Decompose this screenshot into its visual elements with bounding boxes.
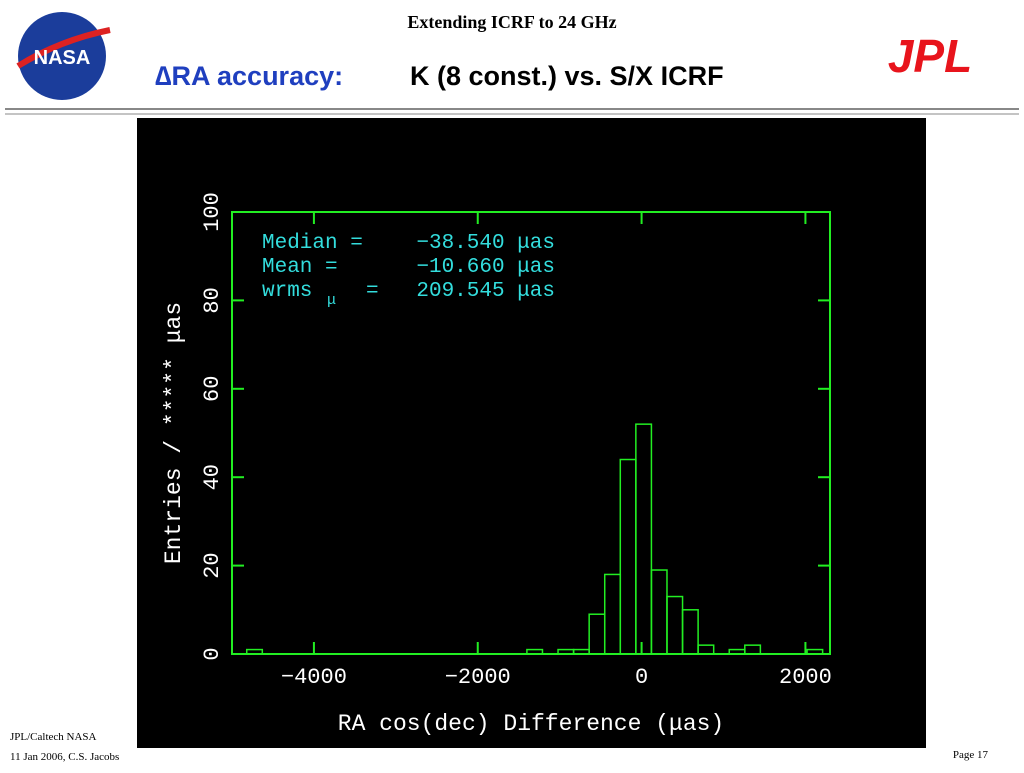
histogram-bar xyxy=(744,644,762,655)
y-tick-label: 40 xyxy=(200,464,225,490)
histogram: 0 20 40 60 80 100 −4000 −2000 0 2000 RA cos(dec) D… xyxy=(161,192,832,737)
x-tick-label: −2000 xyxy=(445,665,511,690)
page-number: Page 17 xyxy=(953,749,989,761)
y-tick-label: 20 xyxy=(200,552,225,578)
histogram-bar xyxy=(526,648,544,655)
y-tick-label: 60 xyxy=(200,376,225,402)
stat-value: 209.545 μas xyxy=(416,280,555,303)
histogram-bar xyxy=(806,648,824,655)
x-tick-label: 0 xyxy=(635,665,648,690)
slide-title-b: K (8 const.) vs. S/X ICRF xyxy=(410,61,724,91)
x-tick-label: 2000 xyxy=(779,665,832,690)
histogram-bar xyxy=(697,644,715,655)
stat-label: wrms xyxy=(262,280,312,303)
y-axis-label: Entries / ***** μas xyxy=(161,302,187,564)
stat-equals: = xyxy=(366,280,379,303)
stat-label: Mean = xyxy=(262,256,338,279)
y-tick-label: 0 xyxy=(200,647,225,660)
y-tick-label: 100 xyxy=(200,192,225,232)
histogram-bar xyxy=(635,423,653,655)
stat-value: −10.660 μas xyxy=(416,256,555,279)
slide-subtitle: Extending ICRF to 24 GHz xyxy=(407,12,616,32)
slide-title-a: ∆RA accuracy: xyxy=(155,61,343,91)
y-tick-label: 80 xyxy=(200,287,225,313)
nasa-logo: NASA xyxy=(16,12,111,100)
stat-label: Median = xyxy=(262,232,363,255)
histogram-bar xyxy=(681,609,699,655)
footer-line1: JPL/Caltech NASA xyxy=(10,731,97,743)
nasa-logo-text: NASA xyxy=(34,47,91,69)
stat-subscript: μ xyxy=(327,292,336,309)
histogram-bar xyxy=(245,648,264,655)
x-tick-label: −4000 xyxy=(281,665,347,690)
footer-line2: 11 Jan 2006, C.S. Jacobs xyxy=(10,751,119,763)
x-axis-label: RA cos(dec) Difference (μas) xyxy=(338,711,724,737)
plot-background xyxy=(137,118,926,748)
stat-value: −38.540 μas xyxy=(416,232,555,255)
jpl-logo: JPL xyxy=(888,30,972,82)
